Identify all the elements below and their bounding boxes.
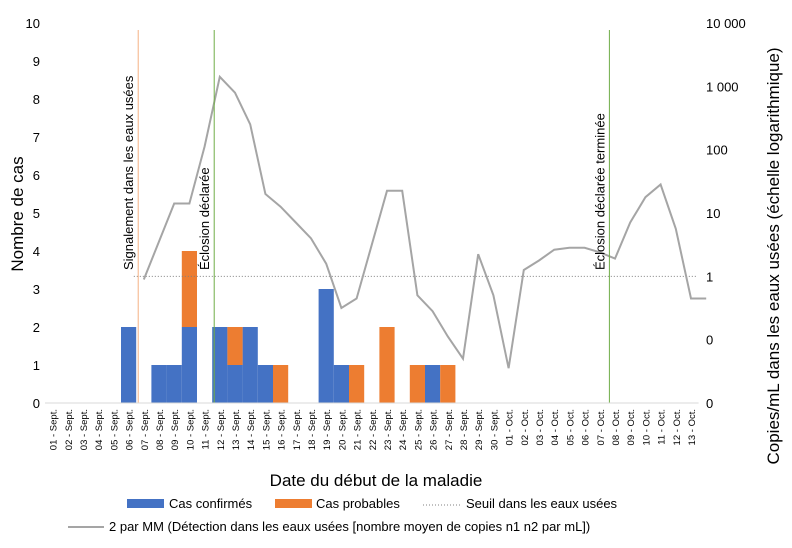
- bar-probable-23-sept-: [379, 327, 395, 403]
- x-tick-label: 12 - Oct.: [672, 409, 683, 445]
- y-tick-label: 0: [33, 396, 40, 411]
- legend-swatch-probable: [275, 499, 312, 508]
- legend-label-wastewater: 2 par MM (Détection dans les eaux usées …: [109, 519, 590, 534]
- bar-probable-13-sept-: [227, 327, 243, 365]
- y2-axis-ticks: 0 0 1 10 100 1 000 10 000: [706, 16, 746, 411]
- x-tick-label: 26 - Sept.: [429, 409, 440, 450]
- bar-confirmed-15-sept-: [257, 365, 273, 403]
- x-tick-label: 05 - Oct.: [565, 409, 576, 445]
- y-tick-label: 3: [33, 282, 40, 297]
- x-tick-label: 08 - Oct.: [611, 409, 622, 445]
- x-tick-label: 24 - Sept.: [398, 409, 409, 450]
- bar-confirmed-20-sept-: [333, 365, 349, 403]
- x-tick-label: 11 - Sept.: [201, 409, 212, 450]
- bar-confirmed-08-sept-: [151, 365, 167, 403]
- y-tick-label: 5: [33, 206, 40, 221]
- y2-tick-label: 0: [706, 396, 713, 411]
- x-tick-label: 25 - Sept.: [413, 409, 424, 450]
- x-tick-label: 01 - Oct.: [505, 409, 516, 445]
- x-tick-label: 10 - Sept.: [185, 409, 196, 450]
- legend-label-threshold: Seuil dans les eaux usées: [466, 496, 618, 511]
- x-tick-label: 12 - Sept.: [216, 409, 227, 450]
- y-tick-label: 4: [33, 244, 40, 259]
- legend-label-confirmed: Cas confirmés: [169, 496, 253, 511]
- x-tick-label: 21 - Sept.: [353, 409, 364, 450]
- x-tick-label: 07 - Oct.: [596, 409, 607, 445]
- x-tick-label: 11 - Oct.: [657, 409, 668, 445]
- bar-confirmed-10-sept-: [181, 327, 197, 403]
- x-tick-label: 09 - Sept.: [170, 409, 181, 450]
- y-axis-label: Nombre de cas: [8, 156, 27, 271]
- y2-tick-label: 1: [706, 269, 713, 284]
- x-tick-label: 13 - Oct.: [687, 409, 698, 445]
- x-tick-label: 03 - Sept.: [79, 409, 90, 450]
- wastewater-line: [142, 74, 707, 369]
- y-tick-label: 7: [33, 130, 40, 145]
- x-tick-label: 02 - Oct.: [520, 409, 531, 445]
- x-tick-label: 17 - Sept.: [292, 409, 303, 450]
- x-tick-label: 02 - Sept.: [64, 409, 75, 450]
- y2-tick-label: 1 000: [706, 79, 739, 94]
- bar-confirmed-26-sept-: [425, 365, 441, 403]
- x-tick-label: 15 - Sept.: [261, 409, 272, 450]
- annotations: Signalement dans les eaux usées Éclosion …: [121, 30, 610, 403]
- annotation-label-2: Éclosion déclarée: [197, 167, 212, 270]
- y-tick-label: 2: [33, 320, 40, 335]
- annotation-label-3: Éclosion déclarée terminée: [592, 113, 607, 270]
- x-tick-label: 20 - Sept.: [337, 409, 348, 450]
- y-tick-label: 10: [26, 16, 40, 31]
- y2-tick-label: 100: [706, 143, 728, 158]
- x-tick-label: 16 - Sept.: [277, 409, 288, 450]
- x-tick-label: 06 - Sept.: [125, 409, 136, 450]
- x-tick-label: 29 - Sept.: [474, 409, 485, 450]
- x-tick-label: 08 - Sept.: [155, 409, 166, 450]
- x-tick-label: 19 - Sept.: [322, 409, 333, 450]
- x-tick-label: 13 - Sept.: [231, 409, 242, 450]
- x-tick-label: 22 - Sept.: [368, 409, 379, 450]
- x-tick-label: 28 - Sept.: [459, 409, 470, 450]
- x-tick-label: 09 - Oct.: [626, 409, 637, 445]
- y2-tick-label: 10: [706, 206, 720, 221]
- legend-swatch-confirmed: [127, 499, 164, 508]
- x-tick-label: 07 - Sept.: [140, 409, 151, 450]
- annotation-label-1: Signalement dans les eaux usées: [121, 75, 136, 270]
- x-tick-label: 06 - Oct.: [581, 409, 592, 445]
- y-tick-label: 1: [33, 358, 40, 373]
- bar-probable-21-sept-: [349, 365, 365, 403]
- y2-tick-label: 0: [706, 333, 713, 348]
- bar-confirmed-09-sept-: [166, 365, 182, 403]
- bar-confirmed-12-sept-: [212, 327, 228, 403]
- x-tick-label: 03 - Oct.: [535, 409, 546, 445]
- y-tick-label: 6: [33, 168, 40, 183]
- x-axis-ticks: 01 - Sept. 02 - Sept. 03 - Sept. 04 - Sept.…: [49, 409, 698, 450]
- x-axis-label: Date du début de la maladie: [270, 471, 483, 490]
- bar-probable-25-sept-: [409, 365, 425, 403]
- legend: Cas confirmés Cas probables Seuil dans l…: [68, 496, 618, 534]
- bars: [121, 251, 456, 403]
- bar-confirmed-14-sept-: [242, 327, 258, 403]
- bar-confirmed-13-sept-: [227, 365, 243, 403]
- y-tick-label: 8: [33, 92, 40, 107]
- x-tick-label: 10 - Oct.: [641, 409, 652, 445]
- x-tick-label: 04 - Sept.: [94, 409, 105, 450]
- bar-probable-10-sept-: [181, 251, 197, 327]
- x-tick-label: 18 - Sept.: [307, 409, 318, 450]
- bar-probable-27-sept-: [440, 365, 456, 403]
- y2-axis-label: Copies/mL dans les eaux usées (échelle l…: [764, 47, 783, 464]
- x-tick-label: 23 - Sept.: [383, 409, 394, 450]
- x-tick-label: 05 - Sept.: [109, 409, 120, 450]
- bar-confirmed-06-sept-: [121, 327, 137, 403]
- bar-probable-16-sept-: [273, 365, 289, 403]
- x-tick-label: 30 - Sept.: [489, 409, 500, 450]
- x-tick-label: 14 - Sept.: [246, 409, 257, 450]
- legend-label-probable: Cas probables: [316, 496, 400, 511]
- y2-tick-label: 10 000: [706, 16, 746, 31]
- x-tick-label: 27 - Sept.: [444, 409, 455, 450]
- x-tick-label: 04 - Oct.: [550, 409, 561, 445]
- x-tick-label: 01 - Sept.: [49, 409, 60, 450]
- y-tick-label: 9: [33, 54, 40, 69]
- y-axis-ticks: 0 1 2 3 4 5 6 7 8 9 10: [26, 16, 40, 411]
- bar-confirmed-19-sept-: [318, 289, 334, 403]
